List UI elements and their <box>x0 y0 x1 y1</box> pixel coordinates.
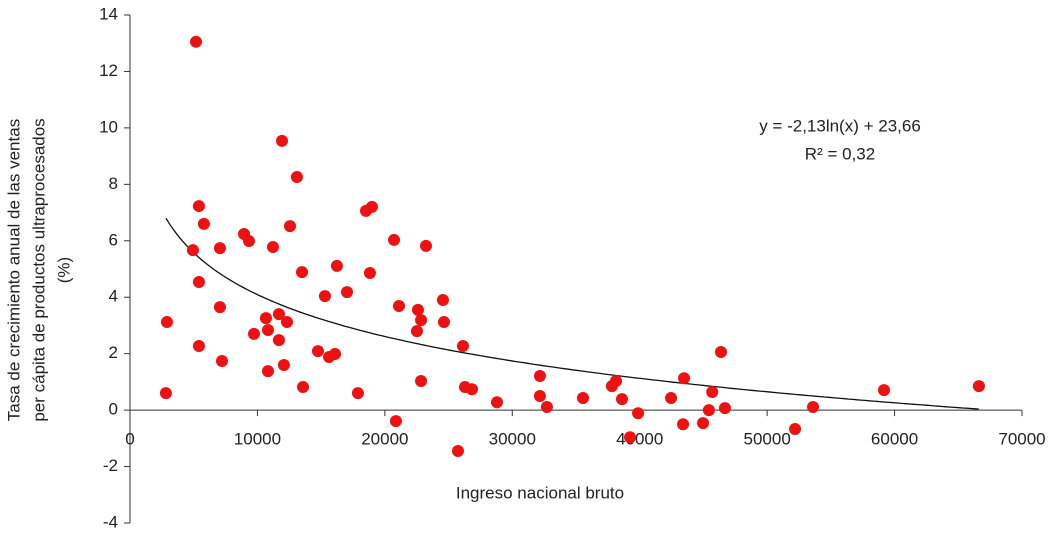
point <box>280 316 293 329</box>
point <box>247 327 260 340</box>
point <box>297 380 310 393</box>
x-tick-label: 40000 <box>616 430 663 449</box>
y-tick-label: -4 <box>103 512 118 531</box>
point <box>706 386 719 399</box>
trendline <box>165 217 979 410</box>
point <box>365 200 378 213</box>
point <box>437 316 450 329</box>
y-tick-label: 14 <box>99 4 118 23</box>
point <box>632 407 645 420</box>
point <box>577 391 590 404</box>
point <box>533 390 546 402</box>
point <box>284 220 297 233</box>
point <box>311 345 324 358</box>
point <box>351 387 364 400</box>
point <box>192 275 205 288</box>
point <box>388 233 401 246</box>
y-tick-label: 10 <box>99 117 118 136</box>
point <box>677 418 690 431</box>
point <box>266 240 279 253</box>
point <box>290 170 303 183</box>
point <box>393 299 406 312</box>
point <box>456 340 469 353</box>
point <box>190 35 203 48</box>
y-tick-label: 12 <box>99 61 118 80</box>
point <box>490 396 503 409</box>
point <box>216 355 229 368</box>
point <box>702 404 715 417</box>
point <box>277 358 290 371</box>
y-axis-label: (%) <box>54 257 73 283</box>
point <box>323 351 336 364</box>
x-tick-label: 0 <box>125 430 134 449</box>
point <box>807 401 820 414</box>
point <box>415 314 428 327</box>
y-tick-label: -2 <box>103 456 118 475</box>
point <box>605 380 618 393</box>
point <box>697 417 710 430</box>
point <box>197 217 210 230</box>
point <box>186 244 199 257</box>
point <box>411 303 424 316</box>
point <box>877 384 890 397</box>
y-axis-label: per cápita de productos ultraprocesados <box>29 118 48 421</box>
point <box>789 423 802 436</box>
point <box>533 369 546 382</box>
y-tick-label: 2 <box>109 343 118 362</box>
point <box>452 445 465 458</box>
point <box>213 242 226 255</box>
point <box>972 380 985 393</box>
y-axis-label: Tasa de crecimiento anual de las ventas <box>4 119 23 421</box>
point <box>243 235 256 248</box>
point <box>318 290 331 303</box>
point <box>272 308 285 321</box>
point <box>213 301 226 314</box>
equation: y = -2,13ln(x) + 23,66 <box>759 116 921 135</box>
x-tick-label: 70000 <box>998 430 1045 449</box>
point <box>296 266 309 279</box>
point <box>363 266 376 279</box>
point <box>259 312 272 325</box>
x-tick-label: 10000 <box>234 430 281 449</box>
point <box>192 200 205 213</box>
point <box>420 239 433 252</box>
x-tick-label: 60000 <box>871 430 918 449</box>
x-tick-label: 30000 <box>489 430 536 449</box>
point <box>276 134 289 147</box>
point <box>389 415 402 428</box>
point <box>718 402 731 415</box>
y-tick-label: 0 <box>109 400 118 419</box>
point <box>160 316 173 329</box>
point <box>665 391 678 404</box>
point <box>262 365 275 378</box>
point <box>624 431 637 444</box>
point <box>540 401 553 414</box>
y-tick-label: 8 <box>109 174 118 193</box>
y-tick-label: 4 <box>109 287 118 306</box>
point <box>341 286 354 299</box>
point <box>410 325 423 338</box>
point <box>436 294 449 307</box>
point <box>466 383 479 396</box>
y-tick-label: 6 <box>109 230 118 249</box>
point <box>159 387 172 400</box>
x-axis-label: Ingreso nacional bruto <box>456 483 624 502</box>
point <box>262 323 275 336</box>
r-squared: R² = 0,32 <box>805 144 875 163</box>
point <box>415 375 428 388</box>
point <box>678 372 691 385</box>
point <box>616 393 629 406</box>
point <box>272 334 285 347</box>
point <box>330 259 343 272</box>
x-tick-label: 20000 <box>361 430 408 449</box>
x-tick-label: 50000 <box>744 430 791 449</box>
point <box>715 345 728 358</box>
point <box>192 340 205 353</box>
